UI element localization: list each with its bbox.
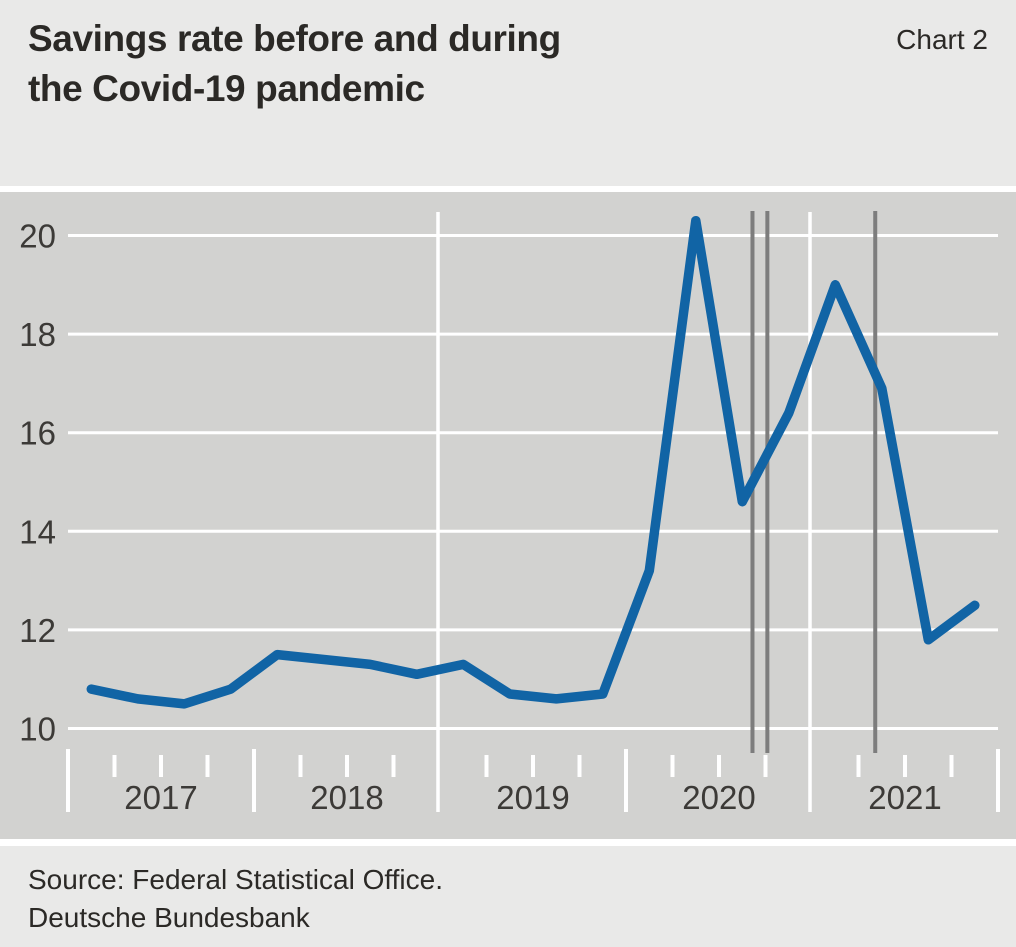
y-axis-label: 10 bbox=[19, 711, 56, 748]
chart-header: Savings rate before and during the Covid… bbox=[0, 0, 1016, 186]
chart-title: Savings rate before and during the Covid… bbox=[28, 14, 561, 114]
chart-title-line2: the Covid-19 pandemic bbox=[28, 68, 425, 109]
footer-separator bbox=[0, 839, 1016, 846]
y-axis-label: 12 bbox=[19, 612, 56, 649]
savings-rate-line-chart: 10 12 14 16 18 20 2017 2018 2019 2020 2021 bbox=[19, 211, 1000, 816]
x-axis-year-label: 2019 bbox=[496, 779, 569, 816]
x-axis-year-label: 2020 bbox=[682, 779, 755, 816]
x-axis-year-label: 2021 bbox=[868, 779, 941, 816]
chart-title-line1: Savings rate before and during bbox=[28, 18, 561, 59]
savings-rate-line bbox=[86, 215, 980, 709]
y-axis-label: 18 bbox=[19, 316, 56, 353]
chart-number-label: Chart 2 bbox=[896, 24, 988, 55]
header-separator bbox=[0, 186, 1016, 192]
y-axis-label: 16 bbox=[19, 415, 56, 452]
institution-note: Deutsche Bundesbank bbox=[28, 902, 310, 933]
chart-plot-area: 10 12 14 16 18 20 2017 2018 2019 2020 2021 bbox=[0, 192, 1016, 839]
source-note: Source: Federal Statistical Office. bbox=[28, 864, 443, 895]
x-axis-year-label: 2017 bbox=[124, 779, 197, 816]
x-axis-year-label: 2018 bbox=[310, 779, 383, 816]
y-axis-label: 14 bbox=[19, 513, 56, 550]
y-axis-label: 20 bbox=[19, 218, 56, 255]
chart-footer: Source: Federal Statistical Office. Deut… bbox=[0, 846, 1016, 947]
